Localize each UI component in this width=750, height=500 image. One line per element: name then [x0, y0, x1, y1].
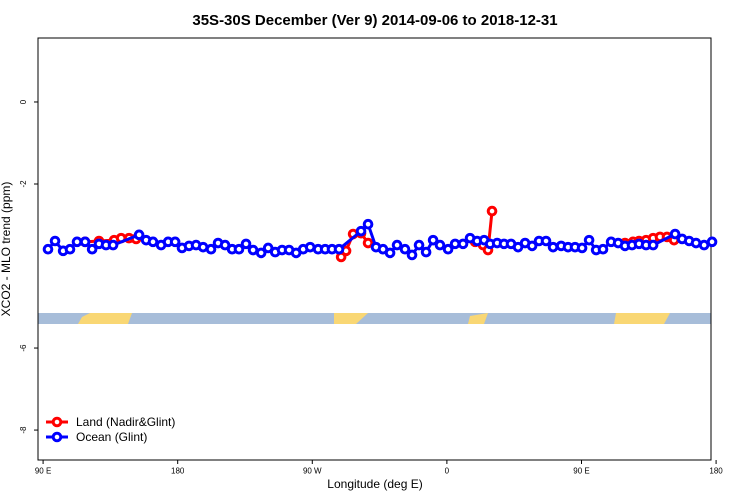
data-point	[86, 243, 98, 255]
data-point	[71, 236, 83, 248]
y-tick-label: -8	[19, 426, 28, 434]
data-point	[233, 243, 245, 255]
data-point	[255, 247, 267, 259]
data-point	[669, 228, 681, 240]
legend-marker	[51, 416, 63, 428]
land-ocean-strip	[38, 313, 711, 324]
x-tick-label: 90 E	[35, 467, 51, 476]
data-point	[49, 235, 61, 247]
data-point	[547, 241, 559, 253]
data-point	[420, 246, 432, 258]
data-point	[79, 236, 91, 248]
x-tick-label: 180	[171, 467, 185, 476]
data-point	[690, 237, 702, 249]
x-tick-label: 90 W	[303, 467, 322, 476]
data-point	[457, 238, 469, 250]
legend-marker	[51, 431, 63, 443]
data-point	[304, 241, 316, 253]
y-tick-label: 0	[19, 99, 28, 104]
x-tick-label: 90 E	[573, 467, 589, 476]
x-axis-label: Longitude (deg E)	[327, 477, 422, 491]
legend-label: Land (Nadir&Glint)	[76, 415, 175, 429]
data-point	[406, 249, 418, 261]
data-point	[362, 218, 374, 230]
x-tick-label: 0	[445, 467, 450, 476]
legend-label: Ocean (Glint)	[76, 430, 147, 444]
data-point	[169, 236, 181, 248]
data-point	[413, 239, 425, 251]
data-point	[247, 244, 259, 256]
y-axis-label: XCO2 - MLO trend (ppm)	[0, 182, 13, 317]
data-point	[647, 239, 659, 251]
x-tick-label: 180	[709, 467, 723, 476]
data-point	[147, 236, 159, 248]
data-point	[205, 243, 217, 255]
chart-title: 35S-30S December (Ver 9) 2014-09-06 to 2…	[192, 12, 557, 29]
data-point	[486, 205, 498, 217]
data-point	[133, 229, 145, 241]
data-point	[197, 241, 209, 253]
data-point	[355, 225, 367, 237]
data-point	[362, 237, 374, 249]
data-point	[399, 243, 411, 255]
data-point	[240, 238, 252, 250]
data-point	[64, 243, 76, 255]
y-tick-label: -6	[19, 344, 28, 352]
data-point	[391, 239, 403, 251]
plot-frame	[37, 37, 712, 461]
data-point	[576, 242, 588, 254]
data-point	[384, 247, 396, 259]
data-point	[698, 239, 710, 251]
data-point	[427, 234, 439, 246]
data-point	[442, 243, 454, 255]
data-point	[333, 243, 345, 255]
data-point	[107, 239, 119, 251]
data-point	[434, 239, 446, 251]
data-point	[526, 240, 538, 252]
data-point	[583, 234, 595, 246]
data-point	[540, 235, 552, 247]
data-point	[597, 243, 609, 255]
y-tick-label: -2	[19, 180, 28, 188]
data-point	[706, 236, 718, 248]
data-point	[42, 243, 54, 255]
